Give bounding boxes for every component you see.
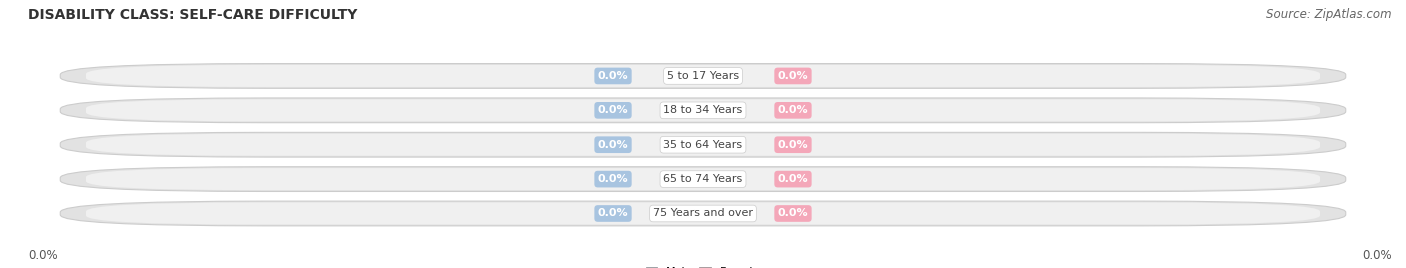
- Text: 18 to 34 Years: 18 to 34 Years: [664, 105, 742, 115]
- FancyBboxPatch shape: [60, 167, 1346, 191]
- FancyBboxPatch shape: [86, 134, 1320, 156]
- Text: 0.0%: 0.0%: [28, 249, 58, 262]
- Text: 35 to 64 Years: 35 to 64 Years: [664, 140, 742, 150]
- Text: 0.0%: 0.0%: [1362, 249, 1392, 262]
- FancyBboxPatch shape: [60, 201, 1346, 226]
- Text: 0.0%: 0.0%: [598, 71, 628, 81]
- FancyBboxPatch shape: [60, 98, 1346, 123]
- FancyBboxPatch shape: [86, 203, 1320, 225]
- Legend: Male, Female: Male, Female: [641, 262, 765, 268]
- Text: 0.0%: 0.0%: [598, 105, 628, 115]
- Text: 0.0%: 0.0%: [778, 174, 808, 184]
- Text: 0.0%: 0.0%: [778, 105, 808, 115]
- FancyBboxPatch shape: [86, 99, 1320, 121]
- Text: 5 to 17 Years: 5 to 17 Years: [666, 71, 740, 81]
- Text: 0.0%: 0.0%: [778, 71, 808, 81]
- FancyBboxPatch shape: [60, 64, 1346, 88]
- FancyBboxPatch shape: [86, 65, 1320, 87]
- FancyBboxPatch shape: [60, 132, 1346, 157]
- Text: 0.0%: 0.0%: [598, 174, 628, 184]
- Text: 0.0%: 0.0%: [598, 209, 628, 218]
- Text: 0.0%: 0.0%: [778, 209, 808, 218]
- Text: DISABILITY CLASS: SELF-CARE DIFFICULTY: DISABILITY CLASS: SELF-CARE DIFFICULTY: [28, 8, 357, 22]
- Text: 65 to 74 Years: 65 to 74 Years: [664, 174, 742, 184]
- Text: 75 Years and over: 75 Years and over: [652, 209, 754, 218]
- FancyBboxPatch shape: [86, 168, 1320, 190]
- Text: 0.0%: 0.0%: [778, 140, 808, 150]
- Text: 0.0%: 0.0%: [598, 140, 628, 150]
- Text: Source: ZipAtlas.com: Source: ZipAtlas.com: [1267, 8, 1392, 21]
